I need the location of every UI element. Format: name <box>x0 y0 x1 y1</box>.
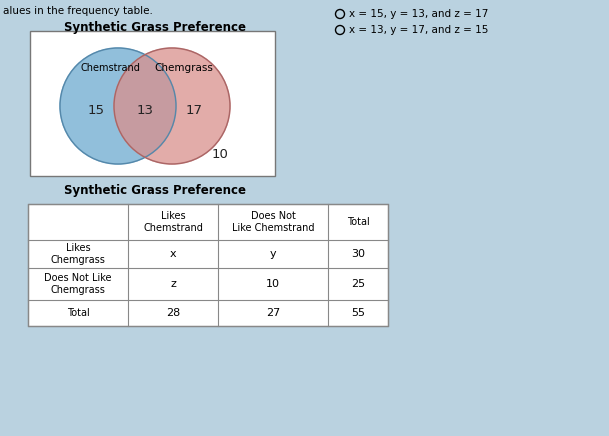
Text: 30: 30 <box>351 249 365 259</box>
Text: Does Not Like
Chemgrass: Does Not Like Chemgrass <box>44 273 111 295</box>
Text: Likes
Chemstrand: Likes Chemstrand <box>143 211 203 233</box>
Text: 28: 28 <box>166 308 180 318</box>
Text: Chemstrand: Chemstrand <box>80 63 140 73</box>
Text: z: z <box>170 279 176 289</box>
Text: 15: 15 <box>88 105 105 117</box>
FancyBboxPatch shape <box>28 204 388 326</box>
Text: 27: 27 <box>266 308 280 318</box>
Text: 10: 10 <box>266 279 280 289</box>
Text: 25: 25 <box>351 279 365 289</box>
Text: Synthetic Grass Preference: Synthetic Grass Preference <box>64 184 246 197</box>
Text: 17: 17 <box>186 105 203 117</box>
Circle shape <box>60 48 176 164</box>
Text: x: x <box>170 249 177 259</box>
Text: Total: Total <box>347 217 370 227</box>
Text: Likes
Chemgrass: Likes Chemgrass <box>51 243 105 265</box>
Text: alues in the frequency table.: alues in the frequency table. <box>3 6 153 16</box>
FancyBboxPatch shape <box>30 31 275 176</box>
Text: x = 13, y = 17, and z = 15: x = 13, y = 17, and z = 15 <box>349 25 488 35</box>
Text: 55: 55 <box>351 308 365 318</box>
Circle shape <box>114 48 230 164</box>
Text: Chemgrass: Chemgrass <box>155 63 213 73</box>
Text: x = 15, y = 13, and z = 17: x = 15, y = 13, and z = 17 <box>349 9 488 19</box>
Text: Does Not
Like Chemstrand: Does Not Like Chemstrand <box>232 211 314 233</box>
Text: Total: Total <box>66 308 90 318</box>
Text: Synthetic Grass Preference: Synthetic Grass Preference <box>64 21 246 34</box>
Text: 13: 13 <box>136 105 153 117</box>
Text: 10: 10 <box>211 147 228 160</box>
Text: y: y <box>270 249 276 259</box>
